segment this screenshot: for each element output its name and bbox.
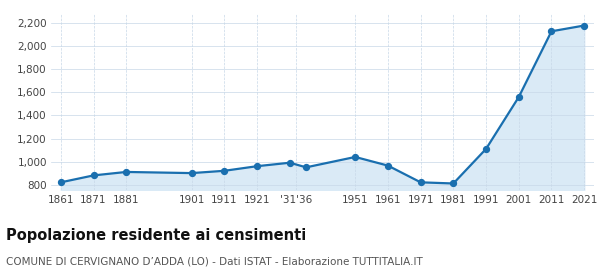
Text: COMUNE DI CERVIGNANO D’ADDA (LO) - Dati ISTAT - Elaborazione TUTTITALIA.IT: COMUNE DI CERVIGNANO D’ADDA (LO) - Dati …	[6, 256, 423, 266]
Point	[56, 180, 65, 185]
Point	[416, 180, 425, 185]
Point	[121, 170, 131, 174]
Point	[350, 155, 360, 159]
Point	[547, 29, 556, 34]
Point	[383, 163, 393, 168]
Point	[514, 95, 524, 99]
Point	[285, 160, 295, 165]
Text: Popolazione residente ai censimenti: Popolazione residente ai censimenti	[6, 228, 306, 243]
Point	[252, 164, 262, 169]
Point	[220, 169, 229, 173]
Point	[187, 171, 196, 175]
Point	[89, 173, 98, 178]
Point	[449, 181, 458, 186]
Point	[301, 165, 311, 170]
Point	[580, 23, 589, 28]
Point	[481, 147, 491, 151]
